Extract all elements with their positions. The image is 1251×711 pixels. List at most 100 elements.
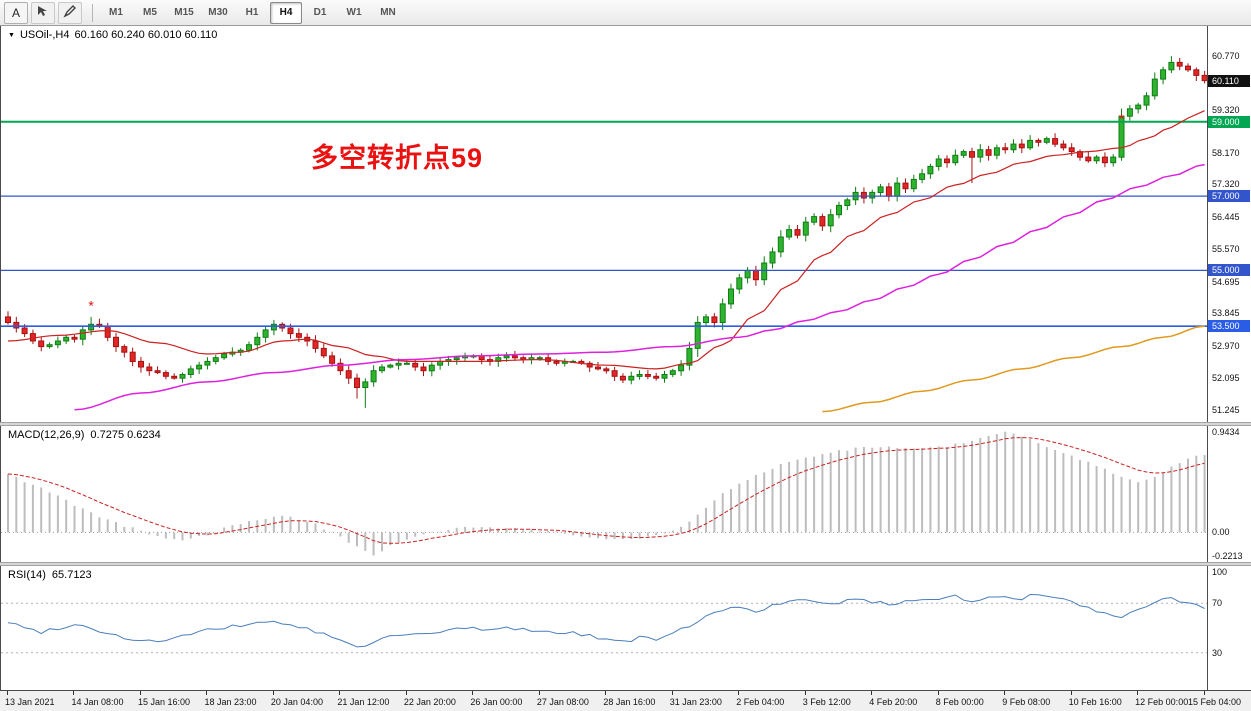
- candle-body: [669, 370, 676, 375]
- main-chart-panel[interactable]: * * ▼ USOil-,H4 60.160 60.240 60.010 60.1…: [0, 26, 1208, 422]
- macd-bar: [1087, 461, 1090, 533]
- macd-axis[interactable]: 0.9434 0.00 -0.2213: [1208, 426, 1251, 562]
- candle-body: [553, 360, 560, 364]
- macd-bar: [588, 532, 591, 538]
- time-tick: [605, 691, 607, 695]
- timeframe-w1[interactable]: W1: [346, 7, 362, 18]
- macd-bar: [347, 532, 350, 543]
- macd-bar: [156, 532, 159, 536]
- candle-body: [910, 178, 917, 190]
- candle-body: [453, 357, 460, 361]
- macd-bar: [671, 530, 674, 533]
- time-label: 15 Feb 04:00: [1188, 697, 1242, 707]
- macd-chart-surface[interactable]: [1, 426, 1207, 562]
- macd-panel[interactable]: MACD(12,26,9) 0.7275 0.6234: [0, 426, 1208, 562]
- time-label: 26 Jan 00:00: [470, 697, 523, 707]
- candle-body: [88, 323, 95, 331]
- macd-bar: [1029, 439, 1032, 533]
- candle-body: [603, 368, 610, 372]
- macd-bar: [887, 446, 890, 533]
- time-label: 21 Jan 12:00: [337, 697, 390, 707]
- candle-body: [395, 362, 402, 366]
- rsi-chart-surface[interactable]: [1, 566, 1207, 690]
- timeframe-h4-selected[interactable]: H4: [270, 1, 302, 24]
- drawing-tool-button[interactable]: [58, 1, 82, 24]
- candle-body: [744, 269, 751, 279]
- macd-bar: [862, 447, 865, 533]
- macd-bar: [530, 529, 533, 533]
- time-label: 28 Jan 16:00: [603, 697, 656, 707]
- pointer-tool-button[interactable]: [31, 1, 55, 24]
- macd-bar: [339, 532, 342, 537]
- macd-bar: [580, 532, 583, 537]
- candlestick-chart-surface[interactable]: **: [1, 26, 1207, 422]
- macd-bar: [597, 532, 599, 539]
- macd-bar: [40, 487, 43, 533]
- timeframe-h1[interactable]: H1: [245, 7, 259, 18]
- macd-bar: [90, 512, 93, 533]
- macd-bar: [513, 528, 516, 533]
- macd-bar: [688, 521, 691, 533]
- candle-body: [63, 336, 70, 342]
- macd-bar: [646, 532, 649, 537]
- timeframe-mn[interactable]: MN: [380, 7, 396, 18]
- candle-body: [769, 251, 776, 264]
- macd-bar: [821, 454, 824, 533]
- candle-body: [1052, 138, 1059, 145]
- toolbar: A M1 M5 M15 M30 H1 H4 D1 W1 MN: [0, 0, 1251, 26]
- timeframe-m15[interactable]: M15: [174, 7, 194, 18]
- macd-bar: [804, 457, 807, 533]
- candle-body: [703, 316, 709, 323]
- trade-marker-icon[interactable]: *: [1119, 111, 1125, 127]
- macd-bar: [754, 475, 757, 533]
- macd-bar: [272, 516, 275, 533]
- ma-red-line: [7, 110, 1205, 370]
- candle-body: [329, 355, 336, 364]
- panel-splitter[interactable]: [0, 422, 1251, 426]
- candle-body: [836, 204, 842, 216]
- macd-bar: [1128, 479, 1131, 533]
- rsi-axis[interactable]: 100 70 30: [1208, 566, 1251, 690]
- macd-bar: [239, 524, 242, 533]
- macd-signal-line: [7, 437, 1205, 544]
- macd-bar: [871, 447, 874, 533]
- price-axis[interactable]: 60.770 59.320 58.170 57.320 56.445 55.570 54.6…: [1208, 26, 1251, 422]
- macd-bar: [771, 468, 774, 533]
- macd-bar: [364, 532, 367, 551]
- time-label: 27 Jan 08:00: [536, 697, 589, 707]
- candle-body: [694, 321, 701, 349]
- macd-bar: [987, 436, 990, 533]
- candle-body: [387, 364, 394, 368]
- time-axis[interactable]: 13 Jan 2021 14 Jan 08:00 15 Jan 16:00 18 Ja…: [0, 690, 1251, 711]
- macd-bar: [721, 493, 724, 533]
- timeframe-d1[interactable]: D1: [313, 7, 327, 18]
- candle-body: [794, 229, 801, 236]
- toolbar-separator: [92, 3, 93, 22]
- timeframe-m5[interactable]: M5: [143, 7, 157, 18]
- candle-body: [736, 277, 743, 290]
- macd-bar: [1187, 458, 1189, 533]
- ma-orange-line: [822, 325, 1205, 413]
- macd-bar: [497, 528, 500, 533]
- timeframe-m30[interactable]: M30: [208, 7, 228, 18]
- panel-splitter[interactable]: [0, 562, 1251, 566]
- candle-body: [187, 368, 194, 375]
- macd-label-line: MACD(12,26,9) 0.7275 0.6234: [8, 429, 161, 441]
- candle-body: [79, 329, 86, 340]
- timeframe-m1[interactable]: M1: [109, 7, 123, 18]
- text-tool-button[interactable]: A: [4, 1, 28, 24]
- rsi-panel[interactable]: RSI(14) 65.7123: [0, 566, 1208, 690]
- candle-body: [146, 366, 153, 372]
- time-tick: [1137, 691, 1139, 695]
- price-axis-label: 56.445: [1212, 211, 1240, 222]
- macd-bar: [464, 526, 467, 533]
- candle-body: [337, 362, 344, 372]
- candle-body: [619, 375, 626, 381]
- time-tick: [871, 691, 873, 695]
- chart-annotation-text[interactable]: 多空转折点59: [311, 143, 484, 173]
- candle-body: [927, 165, 934, 175]
- trade-marker-icon[interactable]: *: [88, 298, 94, 314]
- candle-body: [678, 364, 685, 372]
- macd-bar: [231, 525, 234, 533]
- macd-bar: [1195, 455, 1198, 533]
